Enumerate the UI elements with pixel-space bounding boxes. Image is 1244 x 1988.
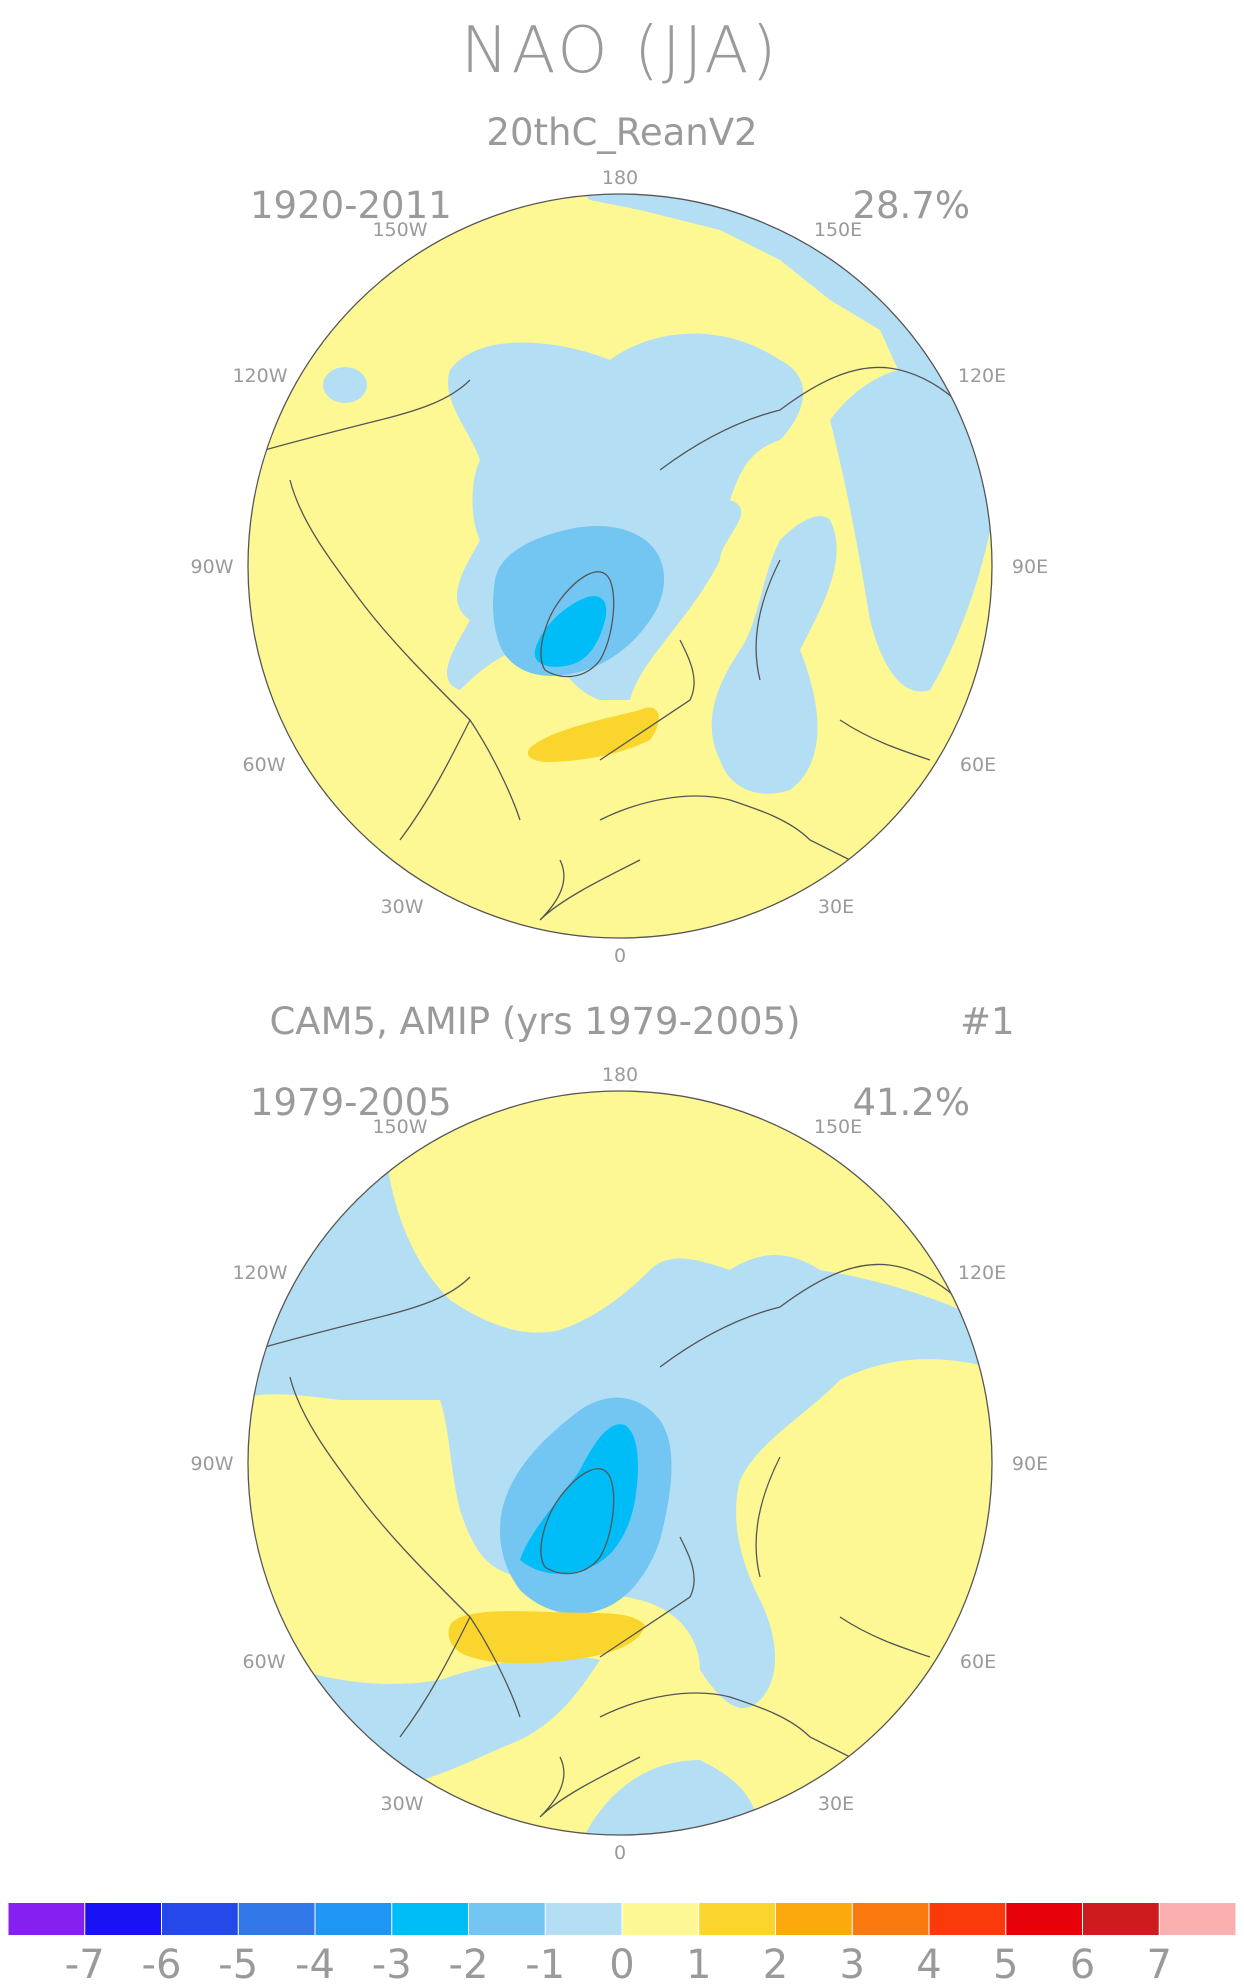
negative-anomaly-region [323,367,367,403]
coastline-europe [599,1536,871,1768]
colorbar-tick-label: 3 [840,1942,865,1988]
lon-label: 150E [814,1116,862,1138]
colorbar-tick-label: -3 [372,1942,412,1988]
coastline-north-america [264,379,521,841]
negative-anomaly-center [534,596,607,667]
coastline-asia [659,366,991,761]
longitude-labels: 180 0 150W 150E 120W 120E 90W 90E 60W 60… [191,1064,1049,1864]
lon-label: 150E [814,219,862,241]
positive-anomaly-region [860,1380,975,1700]
colorbar-tick-label: -4 [295,1942,335,1988]
lon-label: 150W [372,1116,427,1138]
coastline-africa [539,1756,641,1818]
coastlines [264,366,991,921]
lon-label: 60W [243,1651,286,1673]
positive-anomaly-center [448,1611,645,1664]
colorbar-tick-label: -6 [142,1942,182,1988]
panel-variance: 28.7% [852,184,970,227]
lon-label: 0 [614,1842,626,1864]
colorbar-swatch [929,1903,1007,1935]
lon-label: 90W [191,1453,234,1475]
colorbar-swatch [1082,1903,1160,1935]
panel-variance: 41.2% [852,1081,970,1124]
negative-anomaly-region [711,516,837,794]
lon-label: 90E [1012,556,1048,578]
positive-anomaly-region [885,1716,980,1830]
coastline-greenland [540,1468,615,1575]
lon-label: 30W [381,1793,424,1815]
coastline-africa [539,859,641,921]
panel-years: 1979-2005 [250,1081,452,1124]
polar-map [248,1091,992,1835]
panel-subtitle: CAM5, AMIP (yrs 1979-2005) [269,1000,800,1043]
negative-anomaly-region [830,367,992,692]
colorbar-swatch [8,1903,86,1935]
lon-label: 120W [232,1262,287,1284]
colorbar-swatch [161,1903,239,1935]
colorbar-tick-label: -5 [218,1942,258,1988]
map-boundary [247,1090,993,1836]
lon-label: 180 [602,167,638,189]
colorbar-swatch [622,1903,700,1935]
colorbar-swatch [391,1903,469,1935]
figure-title: NAO (JJA) [461,14,780,88]
colorbar-swatch [1005,1903,1083,1935]
lon-label: 90E [1012,1453,1048,1475]
positive-anomaly-center [527,707,659,762]
colorbar-swatch [238,1903,316,1935]
panel-years: 1920-2011 [250,184,452,227]
coastline-europe [599,639,871,871]
colorbar-swatch [84,1903,162,1935]
coastline-asia [659,1263,991,1658]
colorbar-tick-label: 2 [763,1942,788,1988]
lon-label: 60E [960,1651,996,1673]
colorbar-swatch [468,1903,546,1935]
colorbar-tick-label: 4 [916,1942,941,1988]
lon-label: 180 [602,1064,638,1086]
colorbar-swatch [852,1903,930,1935]
positive-anomaly-region [248,1359,992,1835]
colorbar-tick-label: -7 [65,1942,105,1988]
lon-label: 120E [958,365,1006,387]
coastline-greenland [540,571,615,678]
colorbar-tick-label: 5 [993,1942,1018,1988]
lon-label: 120W [232,365,287,387]
colorbar-tick-label: -1 [525,1942,565,1988]
lon-label: 0 [614,945,626,967]
colorbar-swatch [1159,1903,1237,1935]
coastline-north-america [264,1276,521,1738]
panel-subtitle: 20thC_ReanV2 [486,111,757,154]
colorbar-tick-label: 1 [686,1942,711,1988]
map-boundary [247,193,993,939]
colorbar-tick-label: 7 [1147,1942,1172,1988]
lon-label: 30W [381,896,424,918]
colorbar-tick-label: 0 [609,1942,634,1988]
polar-map [248,194,992,938]
colorbar-swatch [775,1903,853,1935]
colorbar-swatch [698,1903,776,1935]
lon-label: 30E [818,1793,854,1815]
lon-label: 120E [958,1262,1006,1284]
lon-label: 30E [818,896,854,918]
panel-cam5-amip: CAM5, AMIP (yrs 1979-2005) #1 1979-2005 … [191,1000,1049,1864]
colorbar-tick-label: 6 [1070,1942,1095,1988]
colorbar-tick-label: -2 [449,1942,489,1988]
coastlines [264,1263,991,1818]
lon-label: 60W [243,754,286,776]
colorbar-swatch [315,1903,393,1935]
colorbar: -7 -6 -5 -4 -3 -2 -1 0 1 2 3 4 5 6 7 [7,1903,1237,1988]
lon-label: 90W [191,556,234,578]
lon-label: 60E [960,754,996,776]
panel-20thc-reanv2: 20thC_ReanV2 1920-2011 28.7% [191,111,1049,967]
colorbar-swatch [545,1903,623,1935]
panel-tag: #1 [960,1000,1015,1043]
longitude-labels: 180 0 150W 150E 120W 120E 90W 90E 60W 60… [191,167,1049,967]
lon-label: 150W [372,219,427,241]
